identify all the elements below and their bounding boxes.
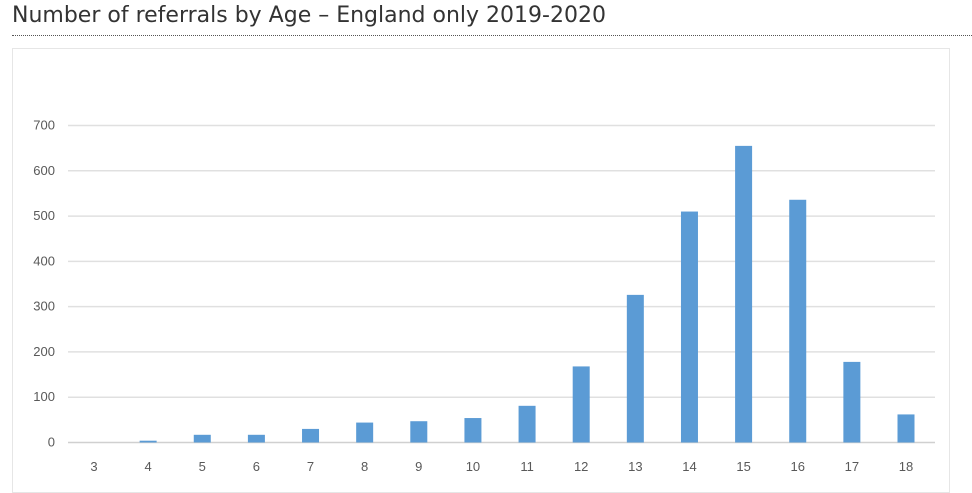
bar	[897, 414, 915, 443]
x-tick-label: 5	[199, 459, 206, 474]
y-tick-label: 100	[33, 389, 55, 404]
x-tick-label: 18	[899, 459, 913, 474]
x-tick-label: 6	[253, 459, 260, 474]
x-tick-label: 15	[736, 459, 750, 474]
bar	[572, 366, 590, 443]
x-tick-label: 13	[628, 459, 642, 474]
title-divider	[12, 35, 972, 36]
bar	[247, 434, 265, 443]
x-tick-label: 7	[307, 459, 314, 474]
x-tick-label: 4	[145, 459, 152, 474]
x-tick-label: 9	[415, 459, 422, 474]
x-tick-label: 8	[361, 459, 368, 474]
y-tick-label: 200	[33, 344, 55, 359]
x-tick-label: 11	[520, 459, 534, 474]
y-tick-label: 300	[33, 299, 55, 314]
x-tick-label: 10	[466, 459, 480, 474]
bar	[464, 418, 482, 443]
x-tick-label: 3	[90, 459, 97, 474]
bar	[680, 211, 698, 443]
bar	[139, 440, 157, 443]
y-tick-label: 0	[48, 435, 55, 450]
bar	[626, 294, 644, 443]
x-tick-label: 12	[574, 459, 588, 474]
bar	[789, 199, 807, 443]
y-tick-label: 400	[33, 253, 55, 268]
x-tick-label: 16	[790, 459, 804, 474]
y-tick-label: 500	[33, 208, 55, 223]
x-tick-label: 17	[845, 459, 859, 474]
bar	[518, 405, 536, 443]
bar	[410, 421, 428, 443]
bar	[843, 361, 861, 443]
y-tick-label: 600	[33, 163, 55, 178]
bar	[356, 422, 374, 443]
bar	[735, 145, 753, 443]
bar	[302, 428, 320, 443]
chart-title: Number of referrals by Age – England onl…	[12, 3, 606, 28]
bar	[193, 434, 211, 443]
x-tick-label: 14	[682, 459, 696, 474]
y-tick-label: 700	[33, 118, 55, 133]
